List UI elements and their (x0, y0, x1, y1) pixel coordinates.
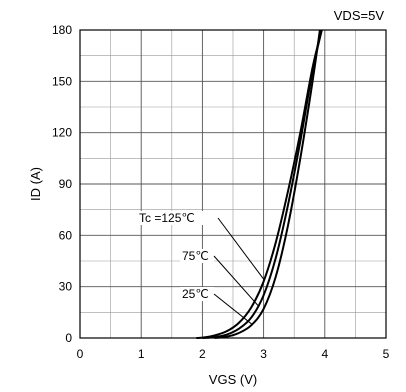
series-line-2 (214, 29, 321, 339)
x-tick-label: 3 (260, 347, 267, 361)
annotation-leader-line (213, 255, 259, 306)
annotation-leader-line (217, 217, 265, 281)
annotation-label: Tc =125℃ (139, 211, 195, 225)
y-axis-title: ID (A) (28, 167, 43, 201)
y-tick-label: 90 (59, 177, 73, 191)
annotation-label: 25℃ (182, 287, 209, 301)
y-tick-label: 180 (52, 23, 72, 37)
x-tick-layer: 0 1 2 3 4 5 (77, 347, 390, 361)
y-tick-label: 30 (59, 280, 73, 294)
plot-frame (79, 29, 387, 339)
x-tick-label: 2 (199, 347, 206, 361)
series-layer (196, 29, 323, 339)
x-tick-label: 0 (77, 347, 84, 361)
condition-label: VDS=5V (334, 8, 385, 23)
series-line-0 (196, 29, 323, 339)
annotation-leader-line (213, 293, 253, 325)
y-tick-label: 150 (52, 74, 72, 88)
grid-major (80, 30, 386, 338)
x-tick-label: 5 (383, 347, 390, 361)
annotation-label: 75℃ (182, 249, 209, 263)
annotation-label-bg (180, 287, 214, 301)
annotation-layer: Tc =125℃ 75℃ 25℃ (137, 211, 265, 325)
y-tick-label: 60 (59, 228, 73, 242)
annotation-label-bg (137, 211, 218, 225)
y-tick-label: 0 (65, 331, 72, 345)
annotation-label-bg (180, 249, 214, 263)
x-axis-title: VGS (V) (209, 372, 257, 387)
series-line-1 (202, 29, 323, 339)
x-tick-label: 4 (321, 347, 328, 361)
y-tick-layer: 0 30 60 90 120 150 180 (52, 23, 72, 345)
y-tick-label: 120 (52, 126, 72, 140)
x-tick-label: 1 (138, 347, 145, 361)
